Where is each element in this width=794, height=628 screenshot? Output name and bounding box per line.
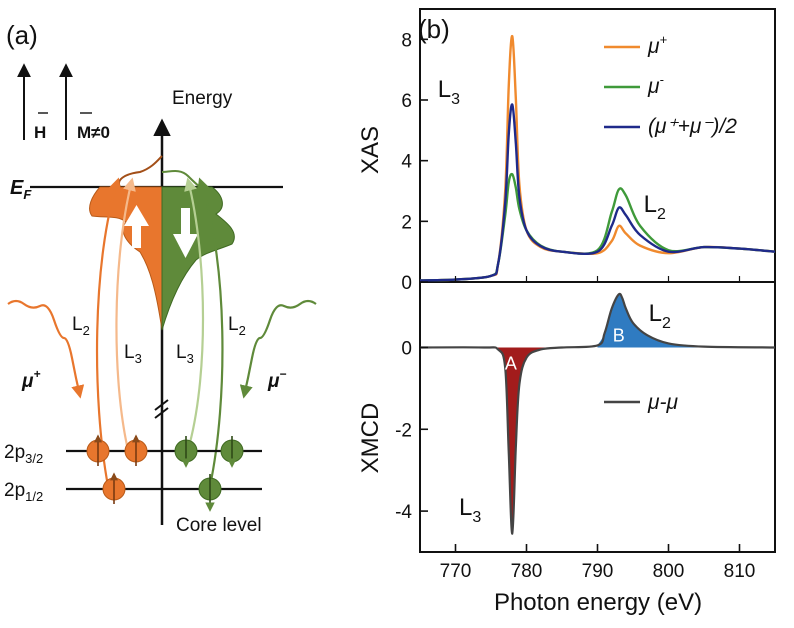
xas-ytick-label: 8 <box>401 30 412 51</box>
transition-l3-green <box>184 177 205 451</box>
l2-right-main: L <box>228 314 239 335</box>
l3-right-sub: 3 <box>187 351 194 366</box>
mu-plus-sup: + <box>33 367 40 381</box>
xas-y-axis-label: XAS <box>357 126 384 174</box>
l2-right-label: L2 <box>228 314 246 338</box>
photon-mu-minus-icon <box>239 299 317 399</box>
xas-legend-main: (μ⁺+μ⁻)/2 <box>648 115 737 138</box>
xmcd-legend-label: μ-μ <box>647 391 678 414</box>
photon-mu-plus-icon <box>7 299 85 399</box>
xmcd-l3-annotation-sub: 3 <box>472 509 481 526</box>
xtick-label: 780 <box>511 561 543 582</box>
xas-l2-annotation: L2 <box>644 191 666 223</box>
xtick-label: 800 <box>653 561 685 582</box>
xtick-label: 770 <box>440 561 472 582</box>
xas-plot <box>419 35 776 282</box>
xmcd-l3-annotation: L3 <box>459 494 481 526</box>
level-2p32-sub: 3/2 <box>25 451 43 466</box>
spin-down-arrow-icon <box>173 208 198 258</box>
xas-l3-annotation-sub: 3 <box>451 91 460 108</box>
xas-legend-label: μ+ <box>647 32 668 58</box>
mu-minus-label: μ− <box>267 367 286 392</box>
dos-spin-up-empty <box>118 155 163 188</box>
l2-right-sub: 2 <box>239 323 246 338</box>
xmcd-y-axis-label: XMCD <box>357 403 384 474</box>
xmcd-ytick-label: 0 <box>401 338 412 359</box>
xas-series-line <box>419 172 776 282</box>
xmcd-series-line <box>419 292 776 535</box>
panel-a-label: (a) <box>6 20 38 50</box>
l3-right-main: L <box>176 342 187 363</box>
xas-l3-annotation: L3 <box>438 76 460 108</box>
panel-a: (a) H M≠0 Energy EF <box>4 20 317 536</box>
xas-legend-label: μ- <box>647 72 665 98</box>
mu-minus-main: μ <box>267 371 280 392</box>
level-2p32-main: 2p <box>4 442 25 463</box>
energy-label: Energy <box>172 88 233 109</box>
spin-up-arrow-icon <box>124 205 149 248</box>
l2-left-sub: 2 <box>83 323 90 338</box>
xas-series-line <box>419 103 776 282</box>
mu-plus-main: μ <box>21 371 34 392</box>
xmcd-region-a-label: A <box>505 353 517 373</box>
xas-l3-annotation-main: L <box>438 76 451 103</box>
xas-ytick-label: 6 <box>401 91 412 112</box>
mu-minus-sup: − <box>279 367 286 381</box>
l3-left-main: L <box>124 342 135 363</box>
l2-left-label: L2 <box>72 314 90 338</box>
xas-legend-main: μ <box>647 35 660 58</box>
xmcd-l2-annotation: L2 <box>649 300 671 332</box>
h-vector-label: H <box>34 123 46 142</box>
legends: μ+μ-(μ⁺+μ⁻)/2μ-μ <box>604 32 737 414</box>
xmcd-region-b-label: B <box>613 325 625 345</box>
xas-ytick-label: 0 <box>401 273 412 294</box>
dos-spin-down <box>161 186 235 331</box>
dos-spin-down-empty <box>161 170 201 188</box>
level-2p12-sub: 1/2 <box>25 489 43 504</box>
xas-legend-sup: - <box>660 72 665 87</box>
l3-right-label: L3 <box>176 342 194 366</box>
l3-left-label: L3 <box>124 342 142 366</box>
xmcd-l2-annotation-sub: 2 <box>662 315 671 332</box>
xmcd-l2-annotation-main: L <box>649 300 662 327</box>
xas-l2-annotation-main: L <box>644 191 657 218</box>
xas-ytick-label: 2 <box>401 212 412 233</box>
xmcd-ytick-label: -2 <box>395 420 412 441</box>
transition-l3-orange <box>115 177 136 451</box>
x-axis-label: Photon energy (eV) <box>494 589 702 616</box>
electrons <box>86 434 244 512</box>
core-level-label: Core level <box>176 515 262 536</box>
xas-legend-sup: + <box>660 32 668 47</box>
xmcd-region-a <box>483 347 562 534</box>
field-vectors: H M≠0 <box>17 63 110 142</box>
xas-legend-label: (μ⁺+μ⁻)/2 <box>648 115 737 138</box>
fermi-main: E <box>10 177 24 199</box>
xtick-label: 790 <box>582 561 614 582</box>
xmcd-l3-annotation-main: L <box>459 494 472 521</box>
mu-plus-label: μ+ <box>21 367 40 392</box>
level-2p12-label: 2p1/2 <box>4 480 43 504</box>
xtick-label: 810 <box>724 561 756 582</box>
fermi-sub: F <box>23 187 32 202</box>
xas-ytick-label: 4 <box>401 152 412 173</box>
xmcd-ytick-label: -4 <box>395 502 412 523</box>
xas-series-line <box>419 35 776 282</box>
fermi-label: EF <box>10 177 32 202</box>
level-2p32-label: 2p3/2 <box>4 442 43 466</box>
axis-break-icon <box>154 399 169 419</box>
xas-l2-annotation-sub: 2 <box>657 206 666 223</box>
l3-left-sub: 3 <box>135 351 142 366</box>
xmcd-plot: AB <box>419 292 776 535</box>
xmcd-region-b <box>597 293 775 348</box>
xas-legend-main: μ <box>647 75 660 98</box>
l2-left-main: L <box>72 314 83 335</box>
m-vector-label: M≠0 <box>77 123 110 142</box>
level-2p12-main: 2p <box>4 480 25 501</box>
